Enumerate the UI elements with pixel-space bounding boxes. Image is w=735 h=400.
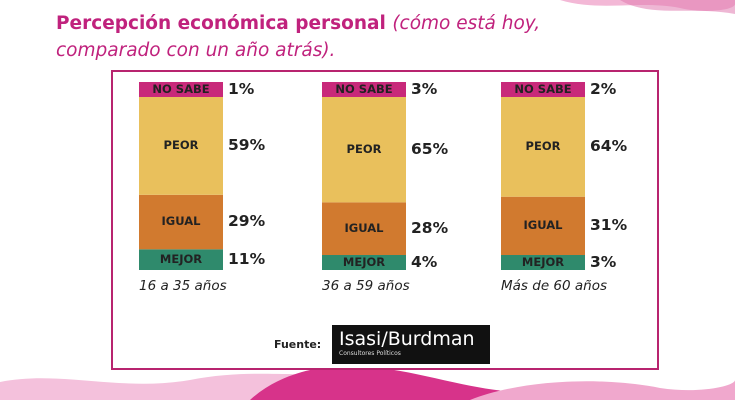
segment-label-mejor: MEJOR bbox=[342, 254, 386, 269]
bar-segment-mejor-2 bbox=[322, 255, 406, 270]
segment-label-no-sabe: NO SABE bbox=[335, 81, 393, 96]
segment-label-peor: PEOR bbox=[525, 138, 561, 153]
bar-segment-igual-1 bbox=[139, 194, 223, 250]
category-label: 36 a 59 años bbox=[322, 278, 410, 294]
segment-label-mejor: MEJOR bbox=[521, 254, 565, 269]
logo-text: Isasi/Burdman bbox=[339, 328, 475, 350]
bar-segment-mejor-1 bbox=[139, 249, 223, 270]
value-label: 28% bbox=[411, 218, 449, 237]
segment-label-peor: PEOR bbox=[163, 137, 199, 152]
title-subtitle: (cómo está hoy, comparado con un año atr… bbox=[56, 13, 541, 61]
value-label: 3% bbox=[590, 252, 617, 271]
segment-label-peor: PEOR bbox=[346, 141, 382, 156]
value-label: 29% bbox=[228, 212, 266, 231]
segment-label-no-sabe: NO SABE bbox=[514, 81, 572, 96]
category-label: 16 a 35 años bbox=[139, 278, 227, 294]
value-label: 65% bbox=[411, 139, 449, 158]
bar-segment-peor-3 bbox=[501, 97, 585, 197]
bar-segment-no-sabe-1 bbox=[139, 82, 223, 97]
bar-segment-no-sabe-2 bbox=[322, 82, 406, 97]
value-label: 4% bbox=[411, 252, 438, 271]
value-label: 59% bbox=[228, 135, 266, 154]
source-label: Fuente: bbox=[274, 338, 322, 351]
category-label: Más de 60 años bbox=[501, 278, 608, 294]
bar-segment-no-sabe-3 bbox=[501, 82, 585, 97]
chart-title: Percepción económica personal (cómo está… bbox=[56, 10, 576, 64]
value-label: 1% bbox=[228, 79, 255, 98]
value-label: 2% bbox=[590, 79, 617, 98]
title-main: Percepción económica personal bbox=[56, 13, 386, 34]
segment-label-mejor: MEJOR bbox=[159, 251, 203, 266]
segment-label-igual: IGUAL bbox=[523, 217, 563, 232]
bar-segment-igual-2 bbox=[322, 202, 406, 255]
value-label: 31% bbox=[590, 215, 628, 234]
value-label: 64% bbox=[590, 136, 628, 155]
bar-segment-peor-1 bbox=[139, 97, 223, 195]
logo-subtext: Consultores Políticos bbox=[339, 350, 401, 357]
segment-label-igual: IGUAL bbox=[344, 220, 384, 235]
value-label: 11% bbox=[228, 249, 266, 268]
segment-label-igual: IGUAL bbox=[161, 214, 201, 229]
value-label: 3% bbox=[411, 79, 438, 98]
bar-segment-peor-2 bbox=[322, 97, 406, 203]
bar-segment-mejor-3 bbox=[501, 255, 585, 270]
segment-label-no-sabe: NO SABE bbox=[152, 81, 210, 96]
bar-segment-igual-3 bbox=[501, 196, 585, 255]
source-logo: Isasi/Burdman Consultores Políticos bbox=[332, 325, 490, 364]
